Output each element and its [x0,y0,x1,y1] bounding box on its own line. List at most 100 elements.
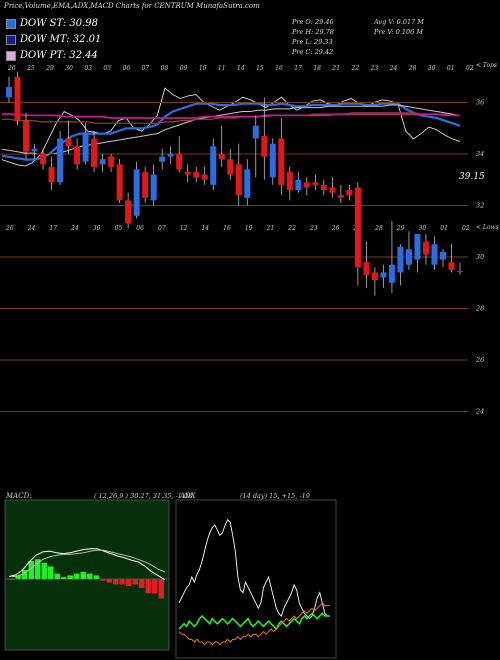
ema-bottom-label: 19 [245,225,253,232]
ema-top-label: 02 [466,65,474,72]
candle-body [278,138,285,185]
macd-label: MACD: [6,492,32,500]
legend-label-mt: DOW MT: 32.01 [20,34,102,45]
adx-panel [175,499,337,659]
ema-bottom-label: 01 [440,225,448,232]
ema-bottom-label: 28 [374,225,383,232]
macd-histogram-bar [41,562,47,579]
candle-body [65,138,72,147]
legend-swatch-mt [6,34,16,45]
candle-body [91,138,98,167]
macd-histogram-bar [67,575,73,579]
ema-top-label: 03 [84,65,92,72]
candle-body [244,169,251,198]
candle-body [176,154,183,170]
ema-top-label: 23 [370,65,379,72]
macd-histogram-bar [145,579,151,594]
candle-body [201,174,208,180]
info-open: Pre O: 29.46 [292,18,334,26]
candle-body [354,187,361,268]
candle-body [380,272,387,278]
candle-body [363,262,370,276]
ema-tops-label: < Tops [476,62,498,69]
candle-body [295,179,302,191]
macd-params: ( 12,26,9 ) 30.27, 31.35, -1.08 [94,492,193,500]
ema-top-label: 24 [389,65,398,72]
ema-bottom-label: 02 [462,225,470,232]
ema-long-line [2,112,460,124]
macd-line [8,548,166,581]
ema-bottom-label: 30 [419,225,427,232]
ema-price-tag: 39.15 [459,172,485,182]
ema-top-label: 25 [26,65,35,72]
macd-histogram-bar [28,561,34,579]
ema-bottom-label: 26 [5,225,14,232]
ema-bottom-label: 17 [49,225,57,232]
legend-dow-st: DOW ST: 30.98 [6,18,98,29]
ema-top-label: 11 [218,65,226,72]
info-pre-volume: Pre V: 0.106 M [374,28,424,36]
candle-body [74,146,81,165]
adx-label: ADX [180,492,196,500]
price-tick-label: 36 [476,99,484,107]
ema-bottom-label: 22 [287,225,296,232]
candle-body [405,249,412,265]
ema-bottom-label: 16 [223,225,231,232]
info-close: Pre C: 29.42 [292,48,334,56]
ema-top-label: 21 [331,65,340,72]
ema-top-label: 16 [275,65,283,72]
ema-bottom-label: 05 [115,225,123,232]
candle-body [388,264,395,283]
info-avg-volume: Avg V: 0.017 M [374,18,424,26]
ema-top-label: 05 [103,65,111,72]
macd-histogram-bar [80,571,86,579]
ema-short-line [1,102,461,161]
macd-histogram-bar [139,579,145,588]
candle-body [159,156,166,162]
adx-line [178,519,330,620]
ema-top-label: 08 [161,65,169,72]
candle-body [116,164,123,201]
candle-body [167,154,174,157]
candle-body [346,190,353,196]
candle-body [439,251,446,260]
ema-top-label: 18 [313,65,321,72]
macd-histogram-bar [100,579,106,581]
ema-bottom-label: 23 [309,225,318,232]
candle-body [329,187,336,193]
macd-histogram-bar [106,579,112,583]
price-tick-label: 32 [476,202,484,210]
adx-background [175,499,337,659]
legend-label-st: DOW ST: 30.98 [20,18,99,29]
candle-body [31,148,38,152]
macd-histogram-bar [119,579,125,585]
ema-top-label: 09 [180,65,188,72]
ema-top-label: 26 [7,65,16,72]
macd-panel [4,499,170,651]
macd-histogram-bar [152,579,158,594]
candle-body [218,154,225,160]
candle-body [312,182,319,185]
ema-top-label: 15 [256,65,264,72]
candle-body [414,233,421,260]
candle-body [57,138,64,183]
macd-histogram-bar [54,573,60,579]
ema-bottom-label: 24 [27,225,36,232]
candle-body [371,272,378,281]
price-tick-label: 26 [475,356,484,364]
macd-histogram-bar [132,579,138,585]
macd-histogram-bar [48,566,54,579]
candle-body [397,246,404,273]
adx-params: (14 day) 15, +15, -19 [240,492,310,500]
ema-panel: 26 25 29 30 03 05 06 07 08 09 10 11 14 15 16 17 18 21 22 23… [1,65,474,232]
candle-body [448,262,455,270]
legend-swatch-pt [6,50,16,61]
ema-bottom-label: 21 [266,225,275,232]
candle-body [108,156,115,167]
legend-dow-mt: DOW MT: 32.01 [6,34,101,45]
macd-histogram-bar [158,579,164,599]
candle-body [261,135,268,157]
ema-bottom-label: 06 [136,225,144,232]
candle-body [227,159,234,175]
price-tick-label: 28 [475,305,484,313]
